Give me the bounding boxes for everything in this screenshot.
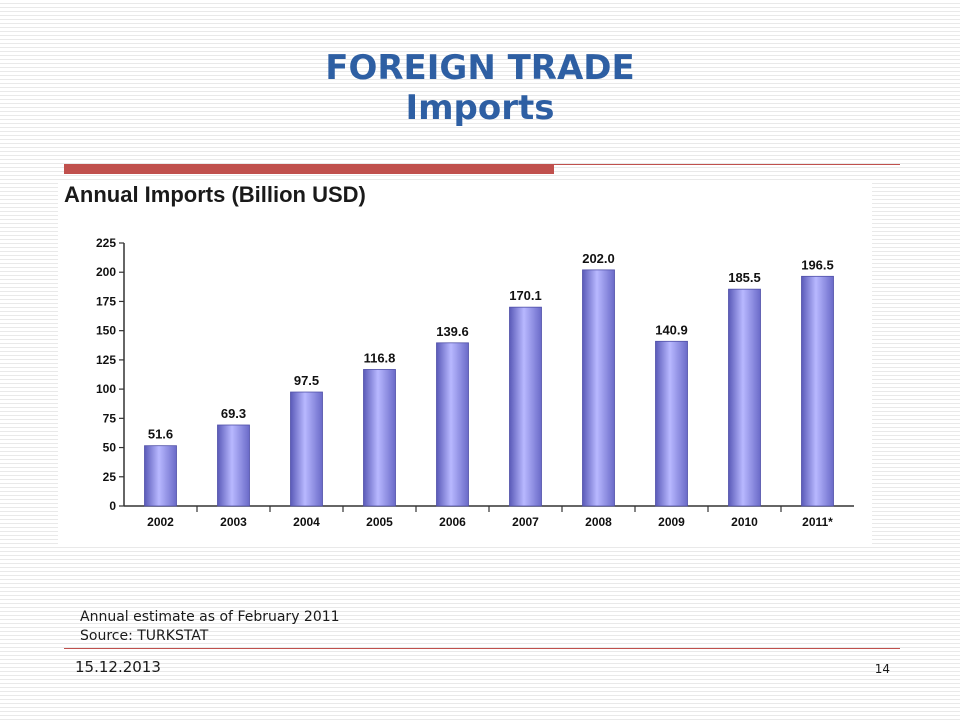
x-category-label: 2004 <box>293 515 320 529</box>
x-category-label: 2003 <box>220 515 247 529</box>
x-category-label: 2010 <box>731 515 758 529</box>
chart-panel: Annual Imports (Billion USD) 0 25 50 75 100 1… <box>58 180 872 544</box>
y-tick-label: 125 <box>96 353 116 367</box>
bar-2008 <box>582 269 615 507</box>
bar-value-label: 69.3 <box>221 406 246 421</box>
bar-2010 <box>728 288 761 507</box>
x-category-label: 2011* <box>802 515 833 529</box>
bar-value-label: 51.6 <box>148 427 173 442</box>
bar-value-label: 185.5 <box>728 270 761 285</box>
x-category-label: 2008 <box>585 515 612 529</box>
bar-2003 <box>217 424 250 507</box>
slide-title-line1: FOREIGN TRADE <box>325 48 635 88</box>
title-thin-rule <box>554 164 900 165</box>
chart-title: Annual Imports (Billion USD) <box>64 182 366 207</box>
bar-value-label: 116.8 <box>364 350 396 365</box>
title-accent-rule <box>64 164 554 174</box>
bar-value-label: 202.0 <box>582 251 615 266</box>
bar-value-label: 196.5 <box>801 257 834 272</box>
chart-notes: Annual estimate as of February 2011 Sour… <box>80 608 340 646</box>
x-category-label: 2009 <box>658 515 685 529</box>
page-number: 14 <box>874 662 890 676</box>
y-tick-label: 50 <box>103 441 117 455</box>
slide-title: FOREIGN TRADE Imports <box>0 48 960 128</box>
footer-date: 15.12.2013 <box>75 658 161 676</box>
bar-2011 <box>801 275 834 507</box>
bar-value-label: 140.9 <box>655 322 688 337</box>
x-category-label: 2006 <box>439 515 466 529</box>
x-category-label: 2002 <box>147 515 174 529</box>
bar-2009 <box>655 340 688 507</box>
y-tick-label: 175 <box>96 294 116 308</box>
y-tick-label: 200 <box>96 265 116 279</box>
y-tick-label: 75 <box>103 411 117 425</box>
footer-rule <box>64 648 900 649</box>
bar-2004 <box>290 391 323 507</box>
source-note: Source: TURKSTAT <box>80 628 209 644</box>
y-tick-label: 0 <box>109 499 116 513</box>
x-category-label: 2007 <box>512 515 539 529</box>
bar-2006 <box>436 342 469 507</box>
bar-value-label: 97.5 <box>294 373 319 388</box>
bar-value-label: 139.6 <box>436 324 469 339</box>
bar-value-label: 170.1 <box>509 288 542 303</box>
bar-2007 <box>509 306 542 507</box>
slide-title-line2: Imports <box>405 88 555 128</box>
estimate-note: Annual estimate as of February 2011 <box>80 609 340 625</box>
y-tick-label: 150 <box>96 324 116 338</box>
bar-2002 <box>144 445 177 507</box>
y-tick-label: 25 <box>103 470 117 484</box>
bar-2005 <box>363 369 396 507</box>
bar-chart: 0 25 50 75 100 125 150 175 200 225 51.6 2002 69.3 200… <box>96 236 854 529</box>
y-tick-label: 100 <box>96 382 116 396</box>
x-category-label: 2005 <box>366 515 393 529</box>
y-tick-label: 225 <box>96 236 116 250</box>
